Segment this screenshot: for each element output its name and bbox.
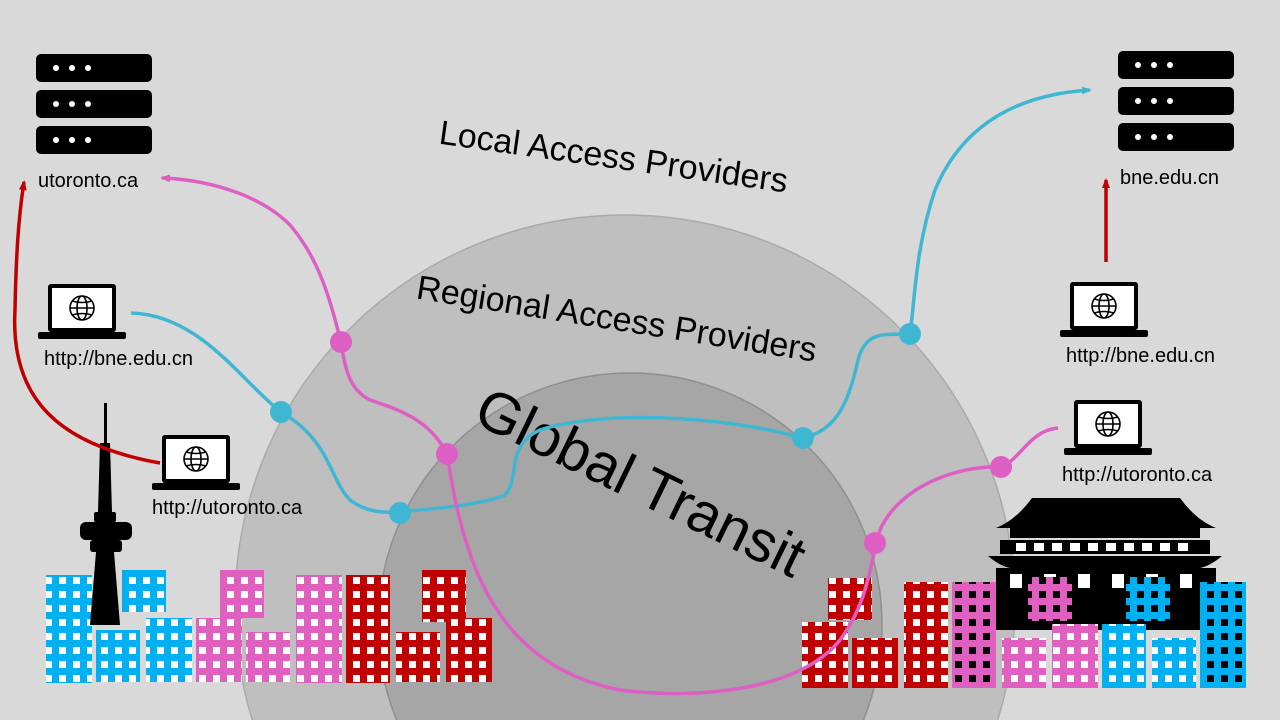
- laptop-globe-icon: [37, 283, 127, 340]
- router-node-pink: [990, 456, 1012, 478]
- router-node-blue: [899, 323, 921, 345]
- laptop-globe-icon: [1059, 281, 1149, 338]
- laptop-globe-icon: [1063, 399, 1153, 456]
- server-rack-icon: [36, 54, 152, 154]
- router-node-blue: [270, 401, 292, 423]
- beijing-buildings: [802, 577, 1246, 688]
- client-url-toronto-uto: http://utoronto.ca: [152, 497, 303, 519]
- client-url-beijing-bne: http://bne.edu.cn: [1066, 345, 1215, 367]
- router-node-blue: [389, 502, 411, 524]
- router-nodes: [270, 323, 1012, 554]
- direct-route-toronto: [12, 180, 161, 465]
- forbidden-city-icon: [988, 498, 1222, 630]
- beijing-skyline: [802, 498, 1246, 688]
- toronto-buildings: [46, 570, 492, 683]
- route-toronto-to-bne: [130, 86, 1092, 514]
- cn-tower-icon: [80, 403, 132, 625]
- router-node-pink: [436, 443, 458, 465]
- router-node-blue: [792, 427, 814, 449]
- router-node-pink: [864, 532, 886, 554]
- toronto-skyline: [46, 403, 492, 683]
- server-label-bne: bne.edu.cn: [1120, 167, 1219, 189]
- server-label-utoronto: utoronto.ca: [38, 170, 139, 192]
- route-beijing-to-utoronto: [160, 174, 1059, 696]
- laptop-globe-icon: [151, 434, 241, 491]
- router-node-pink: [330, 331, 352, 353]
- server-rack-icon: [1118, 51, 1234, 151]
- client-url-beijing-uto: http://utoronto.ca: [1062, 464, 1213, 486]
- client-url-toronto-bne: http://bne.edu.cn: [44, 348, 193, 370]
